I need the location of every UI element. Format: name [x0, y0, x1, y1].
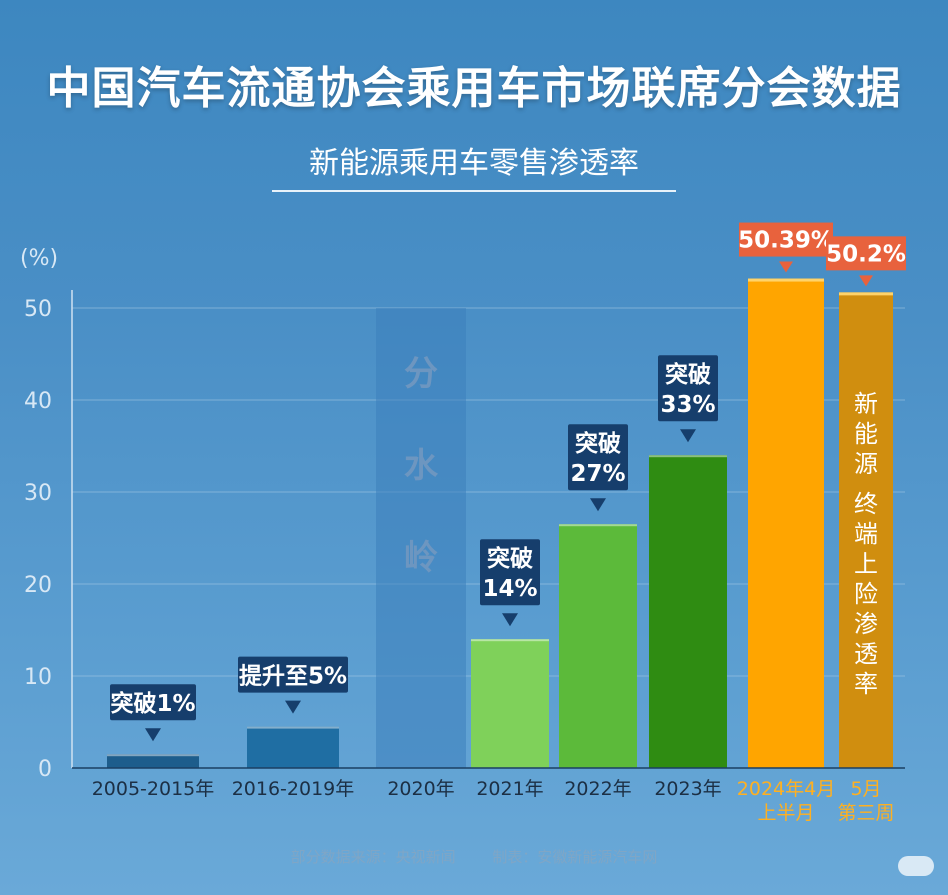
bar-top-highlight	[107, 754, 199, 757]
bar-top-highlight	[649, 455, 727, 458]
divider-char: 分	[404, 354, 438, 394]
footer: 部分数据来源：央视新闻 制表：安徽新能源汽车网	[0, 846, 948, 867]
footer-maker: 制表：安徽新能源汽车网	[492, 848, 658, 866]
subtitle-underline	[272, 190, 676, 192]
x-tick-label: 2016-2019年	[232, 778, 355, 800]
x-tick-label: 5月	[850, 778, 881, 800]
annotation-pointer	[680, 429, 696, 443]
x-tick-label: 2020年	[387, 778, 454, 800]
x-tick-label: 2022年	[564, 778, 631, 800]
annotation-text: 突破	[487, 545, 533, 572]
annotation-box	[238, 656, 348, 693]
annotation-text: 提升至5%	[239, 663, 347, 690]
bar	[107, 754, 199, 768]
y-tick-label: 40	[24, 389, 52, 414]
y-tick-label: 20	[24, 573, 52, 598]
bar	[247, 726, 339, 768]
y-tick-label: 50	[24, 297, 52, 322]
value-label-box	[826, 236, 906, 271]
bar-top-highlight	[247, 726, 339, 729]
bar	[839, 292, 893, 768]
bar	[649, 455, 727, 768]
annotation-text: 突破1%	[110, 690, 195, 717]
bar-inner-char: 终	[854, 490, 878, 518]
chart-title: 中国汽车流通协会乘用车市场联席分会数据	[46, 63, 902, 114]
bar-top-highlight	[471, 639, 549, 642]
x-tick-label: 2021年	[476, 778, 543, 800]
annotation-text: 27%	[570, 461, 625, 487]
y-tick-label: 30	[24, 481, 52, 506]
annotation-text: 14%	[482, 576, 537, 602]
bar	[471, 639, 549, 768]
watermark-badge	[898, 856, 934, 876]
x-tick-label: 2023年	[654, 778, 721, 800]
bar-top-highlight	[839, 292, 893, 296]
annotation-box	[480, 539, 540, 606]
annotation-pointer	[285, 700, 301, 714]
value-label-pointer	[859, 275, 873, 287]
bar-inner-char: 上	[854, 550, 878, 578]
value-label-box	[739, 222, 833, 257]
value-label-pointer	[779, 261, 793, 273]
bar-inner-char: 新	[854, 390, 878, 418]
x-tick-label: 2005-2015年	[92, 778, 215, 800]
bar-inner-char: 能	[854, 420, 878, 448]
y-axis-unit: (%)	[20, 246, 59, 271]
chart-subtitle: 新能源乘用车零售渗透率	[309, 146, 639, 181]
annotation-pointer	[502, 613, 518, 627]
annotation-text: 突破	[575, 430, 621, 457]
annotation-pointer	[145, 728, 161, 742]
annotation-box	[658, 355, 718, 422]
bar-inner-char: 端	[854, 520, 878, 548]
annotation-text: 突破	[665, 361, 711, 388]
divider-char: 岭	[404, 538, 438, 578]
bar-inner-char: 源	[854, 450, 878, 478]
y-tick-label: 0	[38, 757, 52, 782]
bar-inner-char: 渗	[854, 610, 878, 638]
bar-top-highlight	[559, 524, 637, 527]
x-tick-label: 第三周	[837, 802, 894, 824]
divider-char: 水	[404, 446, 439, 486]
footer-source: 部分数据来源：央视新闻	[290, 848, 456, 866]
bar	[559, 524, 637, 768]
divider-bar	[376, 308, 466, 768]
x-tick-label: 上半月	[757, 802, 814, 824]
annotation-box	[568, 424, 628, 491]
y-tick-label: 10	[24, 665, 52, 690]
bar	[748, 278, 824, 768]
x-tick-label: 2024年4月	[737, 778, 835, 800]
bar-inner-char: 险	[854, 580, 878, 608]
bar-top-highlight	[748, 278, 824, 282]
annotation-text: 33%	[660, 392, 715, 418]
bar-inner-char: 透	[854, 640, 878, 668]
annotation-pointer	[590, 498, 606, 512]
annotation-box	[110, 684, 196, 721]
value-label-text: 50.39%	[738, 228, 834, 254]
bar-inner-char: 率	[854, 670, 878, 698]
value-label-text: 50.2%	[826, 241, 906, 267]
